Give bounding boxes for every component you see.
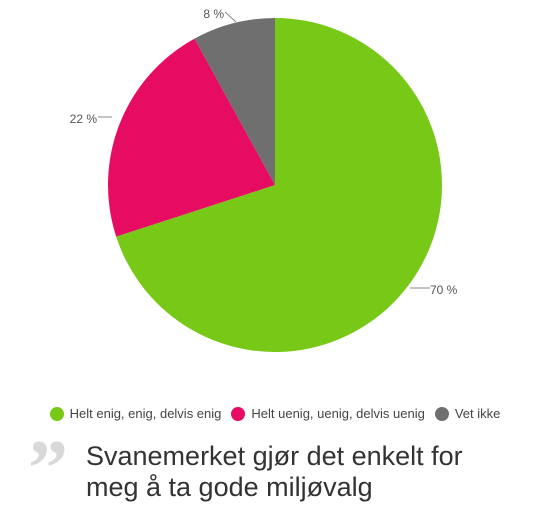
legend-label: Helt enig, enig, delvis enig: [70, 406, 222, 421]
legend-swatch: [231, 407, 245, 421]
pie-slice-label: 8 %: [203, 7, 224, 21]
quote-mark-icon: ”: [28, 441, 68, 497]
pie-slice-label: 22 %: [70, 112, 97, 126]
legend-label: Vet ikke: [455, 406, 501, 421]
legend-swatch: [50, 407, 64, 421]
pie-chart-area: 70 % 22 % 8 %: [0, 0, 550, 400]
legend-label: Helt uenig, uenig, delvis uenig: [251, 406, 424, 421]
legend-item: Helt uenig, uenig, delvis uenig: [231, 406, 424, 421]
pie-slice-label: 70 %: [430, 283, 457, 297]
legend: Helt enig, enig, delvis enig Helt uenig, …: [0, 400, 550, 431]
legend-item: Helt enig, enig, delvis enig: [50, 406, 222, 421]
legend-swatch: [435, 407, 449, 421]
quote-text: Svanemerket gjør det enkelt for meg å ta…: [86, 441, 496, 503]
legend-item: Vet ikke: [435, 406, 501, 421]
quote-block: ” Svanemerket gjør det enkelt for meg å …: [0, 431, 550, 513]
pie-chart-svg: [0, 0, 550, 400]
leader-line: [225, 12, 236, 22]
